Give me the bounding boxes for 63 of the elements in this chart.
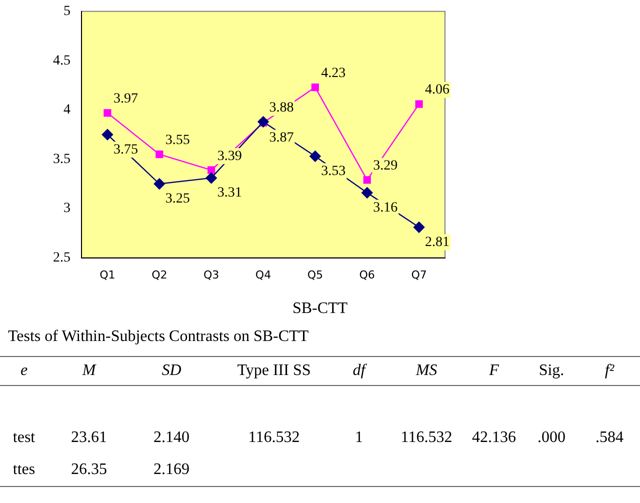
y-tick-label: 2.5	[53, 250, 70, 266]
point	[206, 172, 217, 184]
text: M	[81, 361, 98, 381]
text: .000	[536, 428, 566, 448]
text: df	[352, 361, 368, 381]
point	[311, 84, 319, 92]
data-label: 2.81	[425, 234, 450, 250]
x-tick-label: Q6	[359, 268, 375, 282]
text: e	[19, 361, 29, 381]
point	[156, 150, 164, 158]
text: SD	[160, 361, 182, 381]
text: 26.35	[70, 460, 108, 480]
point	[258, 116, 269, 128]
data-label: 3.75	[113, 142, 138, 158]
x-tick-label: Q1	[100, 268, 116, 282]
data-label: 3.29	[373, 158, 398, 174]
point	[154, 178, 165, 190]
text: f²	[604, 361, 616, 381]
data-label: 3.16	[373, 200, 398, 216]
y-tick-label: 3	[64, 201, 70, 216]
text: F	[488, 361, 500, 381]
y-tick-label: 3.5	[53, 152, 70, 167]
text: 23.61	[70, 428, 108, 448]
text: 116.532	[400, 428, 454, 448]
point	[413, 222, 425, 233]
data-label: 3.25	[165, 192, 190, 207]
point	[363, 176, 371, 184]
y-tick-label: 4.5	[53, 53, 70, 68]
data-label: 3.53	[321, 164, 346, 179]
data-label: 3.88	[269, 100, 294, 116]
point	[104, 109, 112, 117]
data-label: 3.31	[217, 186, 242, 201]
point	[208, 166, 216, 174]
x-tick-label: Q2	[152, 268, 168, 282]
text: 1	[354, 428, 364, 448]
point	[102, 129, 114, 140]
text: 42.136	[471, 428, 517, 448]
point	[415, 100, 423, 108]
text: Type III SS	[236, 361, 312, 381]
text: Tests of Within-Subjects Contrasts on SB-CTT	[8, 328, 309, 346]
text: 2.169	[152, 460, 190, 480]
text: ttes	[12, 460, 36, 480]
x-tick-label: Q7	[411, 268, 427, 282]
y-tick-label: 5	[64, 4, 70, 20]
data-label: 3.97	[113, 92, 138, 107]
point	[362, 187, 373, 198]
data-label: 4.06	[425, 82, 450, 98]
data-label: 4.23	[321, 66, 346, 81]
x-tick-label: Q4	[255, 268, 272, 282]
text: 2.140	[152, 428, 190, 448]
x-tick-label: Q5	[307, 268, 324, 282]
text: 116.532	[247, 428, 301, 448]
point	[310, 150, 321, 162]
data-label: 3.55	[165, 132, 190, 148]
data-label: 3.87	[269, 130, 294, 146]
text: .584	[594, 428, 624, 448]
text: MS	[414, 361, 438, 381]
x-tick-label: Q3	[203, 268, 220, 282]
text: SB-CTT	[291, 300, 349, 318]
y-tick-label: 4	[64, 102, 70, 118]
text: test	[12, 428, 36, 448]
data-label: 3.39	[217, 148, 242, 164]
text: Sig.	[538, 361, 566, 381]
